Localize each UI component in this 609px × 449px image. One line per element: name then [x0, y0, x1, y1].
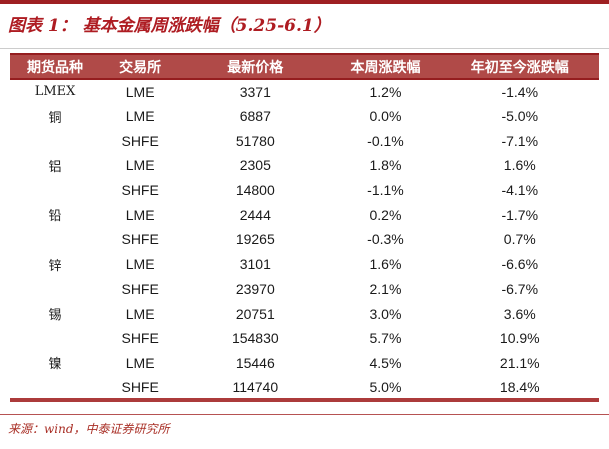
table-cell: LME: [125, 206, 155, 223]
source-note: 来源：wind，中泰证券研究所: [8, 421, 170, 436]
table-cell: -1.7%: [501, 206, 539, 223]
column-header: 交易所: [100, 53, 181, 80]
table-cell: -6.6%: [501, 256, 539, 273]
table-cell: 3101: [239, 256, 271, 273]
table-row: 铅 LME 2444 0.2% -1.7%: [10, 202, 599, 227]
metals-table: 期货品种 交易所 最新价格 本周涨跌幅 年初至今涨跌幅 LMEX LME 3371 1.2% -…: [10, 53, 599, 402]
table-cell: 6887: [239, 108, 271, 125]
table-cell: 14800: [235, 182, 275, 199]
table-row: SHFE 14800 -1.1% -4.1%: [10, 178, 599, 203]
table-cell: 20751: [235, 305, 275, 322]
table-cell: 锡: [48, 308, 62, 324]
table-row: 锡 LME 20751 3.0% 3.6%: [10, 301, 599, 326]
table-cell: 铝: [48, 159, 62, 175]
table-cell: [10, 277, 100, 302]
table-cell: 铅: [48, 209, 62, 225]
table-cell: 1.8%: [369, 157, 402, 174]
table-cell: [10, 227, 100, 252]
table-cell: 114740: [232, 378, 279, 395]
table-cell: [10, 375, 100, 400]
table-cell: 5.7%: [369, 330, 402, 347]
table-row: SHFE 51780 -0.1% -7.1%: [10, 128, 599, 153]
table-cell: 21.1%: [499, 354, 540, 371]
table-cell: 2444: [239, 206, 271, 223]
table-cell: [10, 128, 100, 153]
table-cell: -7.1%: [501, 132, 539, 149]
table-cell: 锌: [48, 258, 62, 274]
table-cell: 2305: [239, 157, 271, 174]
table-row: 铜 LME 6887 0.0% -5.0%: [10, 104, 599, 129]
table-cell: LME: [125, 108, 155, 125]
table-cell: LME: [125, 157, 155, 174]
table-cell: [10, 178, 100, 203]
table-cell: 4.5%: [369, 354, 402, 371]
table-row: 锌 LME 3101 1.6% -6.6%: [10, 252, 599, 277]
table-cell: SHFE: [121, 378, 159, 395]
table-cell: 2.1%: [369, 280, 402, 297]
table-cell: -4.1%: [501, 182, 539, 199]
table-cell: 3.6%: [503, 305, 536, 322]
table-row: 铝 LME 2305 1.8% 1.6%: [10, 153, 599, 178]
table-row: SHFE 114740 5.0% 18.4%: [10, 375, 599, 400]
table-cell: -5.0%: [501, 108, 539, 125]
table-cell: 1.2%: [369, 83, 402, 100]
table-cell: -0.1%: [367, 132, 404, 149]
table-cell: 15446: [235, 354, 275, 371]
table-body: LMEX LME 3371 1.2% -1.4% 铜 LME 6887 0.0% -5.0% SHF…: [10, 79, 599, 400]
table-cell: 10.9%: [499, 330, 540, 347]
table-cell: [10, 326, 100, 351]
table-row: SHFE 23970 2.1% -6.7%: [10, 277, 599, 302]
table-header-row: 期货品种 交易所 最新价格 本周涨跌幅 年初至今涨跌幅: [10, 53, 599, 80]
table-cell: 0.0%: [369, 108, 402, 125]
top-accent-bar: [0, 0, 609, 4]
table-cell: SHFE: [121, 132, 159, 149]
column-header: 本周涨跌幅: [330, 53, 441, 80]
table-cell: 3371: [239, 83, 271, 100]
column-header: 期货品种: [10, 53, 101, 80]
table-cell: LME: [125, 305, 155, 322]
table-row: SHFE 154830 5.7% 10.9%: [10, 326, 599, 351]
table-cell: 铜: [48, 110, 62, 126]
table-cell: 1.6%: [369, 256, 402, 273]
table-cell: 18.4%: [499, 378, 540, 395]
table-cell: LME: [125, 83, 155, 100]
table-cell: -1.1%: [367, 182, 404, 199]
title-divider: [0, 48, 609, 49]
table-cell: SHFE: [121, 280, 159, 297]
table-cell: 1.6%: [503, 157, 536, 174]
table-row: LMEX LME 3371 1.2% -1.4%: [10, 79, 599, 104]
table-cell: SHFE: [121, 330, 159, 347]
table-cell: 3.0%: [369, 305, 402, 322]
figure-title: 图表 1： 基本金属周涨跌幅（5.25-6.1）: [8, 16, 331, 36]
column-header: 年初至今涨跌幅: [440, 53, 599, 80]
table-row: SHFE 19265 -0.3% 0.7%: [10, 227, 599, 252]
table-cell: -6.7%: [501, 280, 539, 297]
table-cell: 镍: [48, 357, 62, 373]
table-cell: LME: [125, 256, 155, 273]
table-cell: -0.3%: [367, 231, 404, 248]
column-header: 最新价格: [180, 53, 331, 80]
table-cell: LMEX: [34, 84, 76, 100]
table-row: 镍 LME 15446 4.5% 21.1%: [10, 351, 599, 376]
table-cell: 0.7%: [503, 231, 536, 248]
footer-divider: [0, 413, 609, 415]
table-cell: 5.0%: [369, 378, 402, 395]
table-cell: SHFE: [121, 182, 159, 199]
table-cell: SHFE: [121, 231, 159, 248]
table-cell: 0.2%: [369, 206, 402, 223]
table-cell: 51780: [235, 132, 275, 149]
table-cell: 154830: [231, 330, 279, 347]
table-cell: -1.4%: [501, 83, 539, 100]
table-cell: 23970: [235, 280, 275, 297]
table-cell: LME: [125, 354, 155, 371]
table-cell: 19265: [235, 231, 275, 248]
